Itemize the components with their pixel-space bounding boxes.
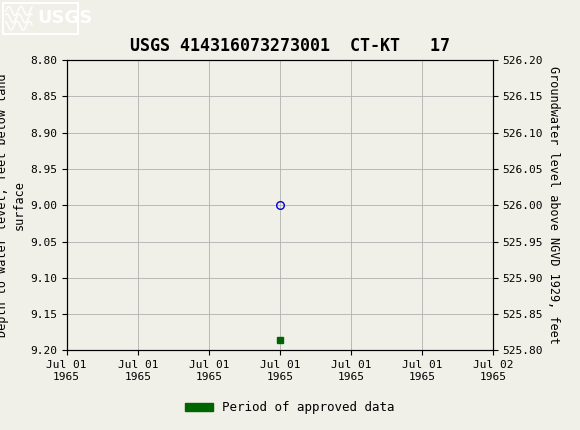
Y-axis label: Depth to water level, feet below land
surface: Depth to water level, feet below land su…: [0, 74, 26, 337]
Y-axis label: Groundwater level above NGVD 1929, feet: Groundwater level above NGVD 1929, feet: [548, 66, 560, 344]
Text: USGS 414316073273001  CT-KT   17: USGS 414316073273001 CT-KT 17: [130, 37, 450, 55]
Legend: Period of approved data: Period of approved data: [180, 396, 400, 419]
Text: USGS: USGS: [38, 9, 93, 27]
Bar: [3, 3, 78, 34]
